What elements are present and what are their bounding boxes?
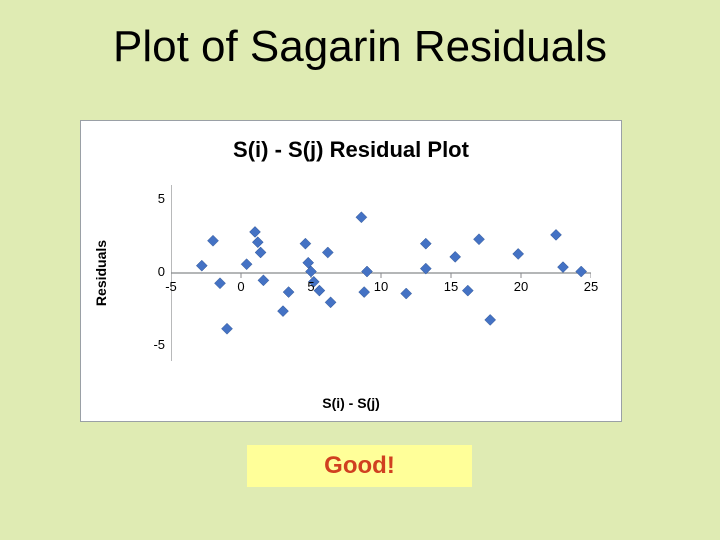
x-axis-label: S(i) - S(j) [322,395,380,411]
x-tick-label: 0 [231,279,251,294]
y-tick-label: -5 [153,337,165,352]
scatter-plot [171,185,591,361]
y-tick-label: 5 [158,191,165,206]
x-tick-label: 5 [301,279,321,294]
x-tick-label: 25 [581,279,601,294]
y-tick-label: 0 [158,264,165,279]
residual-chart: S(i) - S(j) Residual Plot Residuals S(i)… [80,120,622,422]
x-tick-label: 20 [511,279,531,294]
good-badge: Good! [247,445,472,487]
y-axis-label: Residuals [93,240,109,306]
chart-title: S(i) - S(j) Residual Plot [81,137,621,163]
x-tick-label: 15 [441,279,461,294]
slide-title: Plot of Sagarin Residuals [0,22,720,72]
x-tick-label: 10 [371,279,391,294]
x-tick-label: -5 [161,279,181,294]
